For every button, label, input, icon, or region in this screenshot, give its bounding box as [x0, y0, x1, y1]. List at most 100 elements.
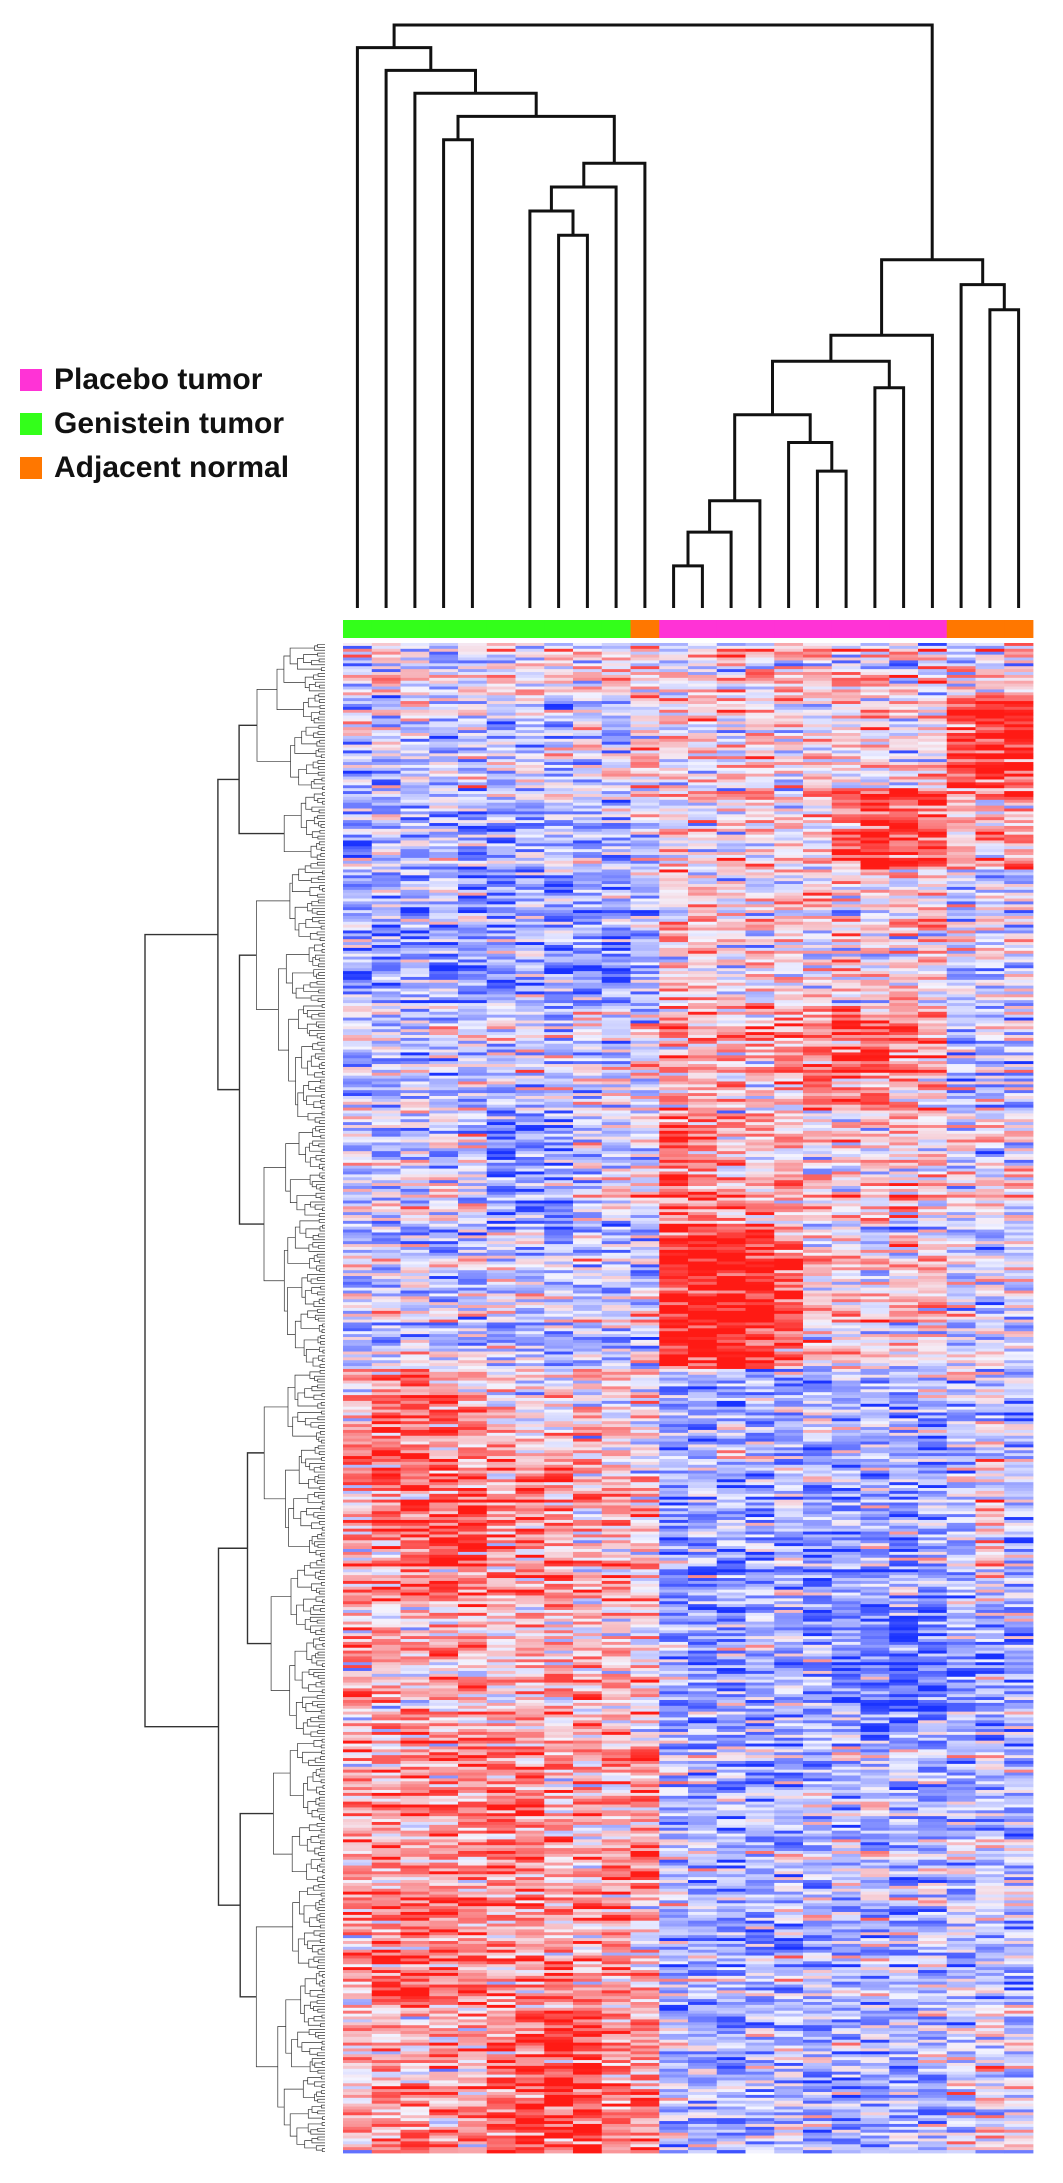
heatmap-cell — [831, 924, 861, 928]
row-dendrogram-link — [319, 829, 325, 834]
heatmap-cell — [774, 770, 804, 775]
heatmap-cell — [544, 1154, 574, 1158]
heatmap-cell — [601, 918, 631, 923]
heatmap-cell — [429, 907, 459, 911]
heatmap-cell — [946, 677, 976, 682]
heatmap-cell — [659, 721, 689, 725]
heatmap-cell — [601, 1014, 631, 1018]
heatmap-cell — [831, 1119, 861, 1123]
heatmap-cell — [774, 1107, 804, 1111]
heatmap-cell — [343, 907, 373, 911]
heatmap-cell — [573, 834, 603, 838]
heatmap-cell — [774, 927, 804, 931]
row-dendrogram-link — [318, 1590, 325, 1595]
heatmap-cell — [774, 945, 804, 949]
heatmap-cell — [573, 991, 603, 995]
heatmap-cell — [918, 770, 948, 775]
heatmap-cell — [400, 1151, 430, 1155]
heatmap-cell — [343, 956, 373, 960]
row-dendrogram-link — [321, 1526, 325, 1531]
heatmap-cell — [400, 1058, 430, 1062]
heatmap-cell — [515, 1159, 545, 1164]
heatmap-cell — [918, 1052, 948, 1056]
heatmap-cell — [544, 849, 574, 853]
heatmap-cell — [659, 744, 689, 748]
column-dendrogram-link — [771, 359, 891, 415]
heatmap-cell — [400, 738, 430, 743]
heatmap-cell — [343, 1142, 373, 1146]
heatmap-cell — [745, 680, 775, 685]
heatmap-cell — [745, 840, 775, 844]
heatmap-cell — [343, 854, 373, 859]
heatmap-cell — [429, 1090, 459, 1094]
heatmap-cell — [486, 718, 516, 722]
heatmap-cell — [601, 1072, 631, 1077]
heatmap-cell — [458, 994, 488, 998]
heatmap-cell — [371, 695, 401, 699]
heatmap-cell — [458, 1148, 488, 1152]
heatmap-cell — [458, 1130, 488, 1135]
heatmap-cell — [716, 1040, 746, 1045]
heatmap-cell — [860, 1049, 890, 1053]
heatmap-cell — [774, 994, 804, 998]
heatmap-cell — [716, 875, 746, 879]
row-dendrogram-link — [318, 1425, 325, 1429]
heatmap-cell — [400, 808, 430, 812]
heatmap-cell — [918, 1136, 948, 1140]
heatmap-cell — [831, 762, 861, 766]
heatmap-cell — [343, 988, 373, 992]
heatmap-cell — [774, 1005, 804, 1010]
heatmap-cell — [659, 1151, 689, 1155]
heatmap-cell — [486, 1023, 516, 1027]
heatmap-cell — [860, 828, 890, 833]
heatmap-cell — [803, 831, 833, 836]
heatmap-cell — [946, 881, 976, 885]
heatmap-cell — [774, 779, 804, 783]
heatmap-cell — [371, 1020, 401, 1024]
heatmap-cell — [486, 1139, 516, 1143]
heatmap-cell — [343, 1168, 373, 1172]
row-dendrogram-link — [318, 1715, 325, 1720]
heatmap-cell — [716, 799, 746, 804]
heatmap-cell — [975, 1154, 1005, 1158]
heatmap-cell — [831, 770, 861, 775]
heatmap-cell — [343, 796, 373, 801]
row-dendrogram-link — [318, 841, 325, 846]
heatmap-cell — [1004, 936, 1034, 940]
heatmap-cell — [573, 889, 603, 894]
heatmap-cell — [400, 852, 430, 856]
heatmap-cell — [831, 994, 861, 998]
heatmap-cell — [400, 721, 430, 725]
heatmap-cell — [515, 921, 545, 926]
heatmap-cell — [831, 910, 861, 914]
heatmap-cell — [831, 1037, 861, 1042]
heatmap-cell — [659, 706, 689, 711]
heatmap-cell — [630, 1110, 660, 1114]
heatmap-cell — [946, 1107, 976, 1111]
heatmap-cell — [688, 956, 718, 960]
heatmap-cell — [716, 744, 746, 748]
heatmap-cell — [486, 666, 516, 670]
heatmap-cell — [659, 889, 689, 894]
heatmap-cell — [860, 933, 890, 937]
heatmap-cell — [688, 1066, 718, 1071]
heatmap-cell — [716, 776, 746, 780]
heatmap-cell — [803, 663, 833, 667]
heatmap-cell — [659, 1145, 689, 1149]
heatmap-cell — [371, 933, 401, 937]
heatmap-cell — [831, 718, 861, 722]
heatmap-cell — [831, 1029, 861, 1033]
row-dendrogram-link — [308, 2029, 325, 2036]
heatmap-cell — [889, 979, 919, 984]
heatmap-cell — [601, 645, 631, 650]
heatmap-cell — [486, 907, 516, 911]
heatmap-cell — [831, 808, 861, 812]
heatmap-cell — [889, 799, 919, 804]
heatmap-cell — [889, 721, 919, 725]
heatmap-cell — [458, 1098, 488, 1103]
heatmap-cell — [918, 1037, 948, 1042]
heatmap-cell — [1004, 1116, 1034, 1120]
heatmap-cell — [573, 950, 603, 955]
heatmap-cell — [918, 846, 948, 850]
heatmap-cell — [544, 886, 574, 891]
